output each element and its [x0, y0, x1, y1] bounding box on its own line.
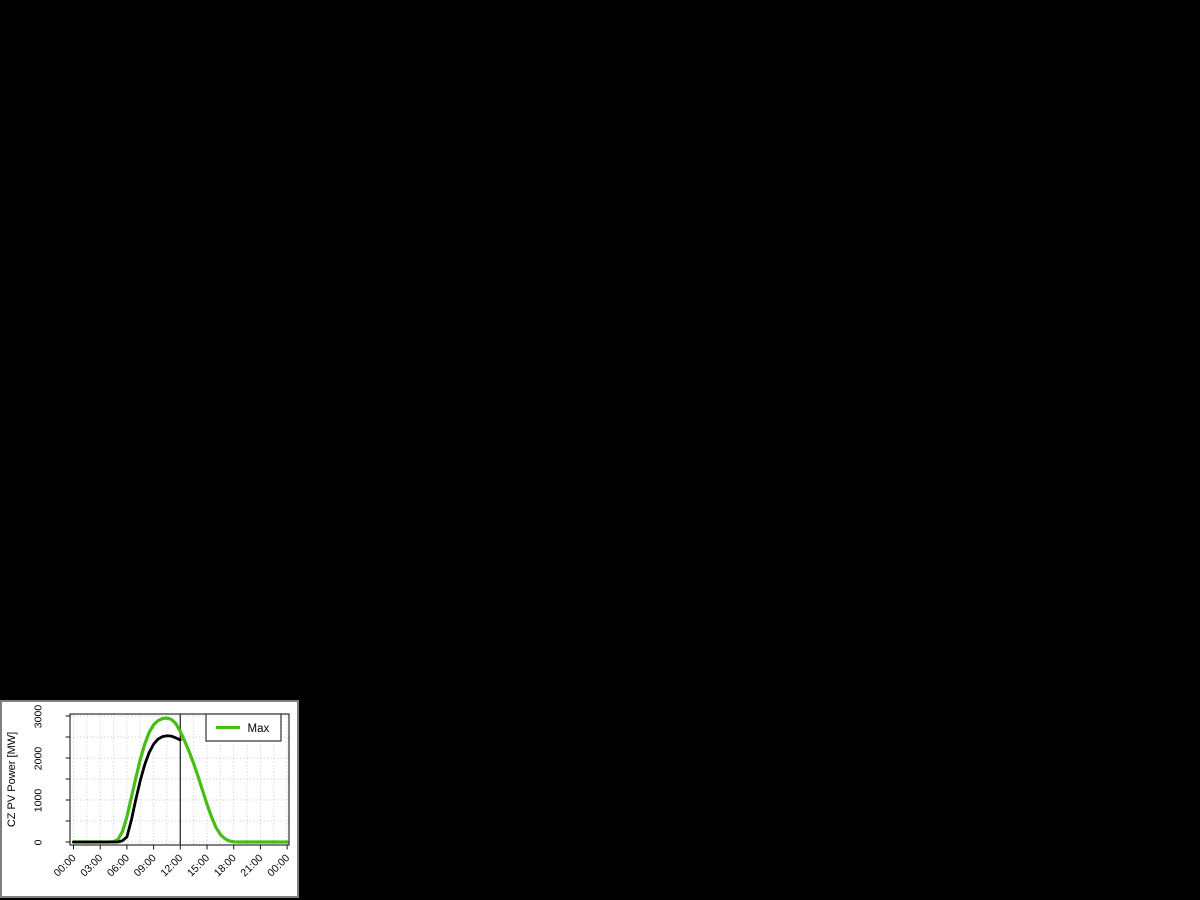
pv-chart-window: 00:00 03:00 06:00 09:00 12:00 15:00 18:00 21:00…	[0, 700, 299, 898]
x-axis-tick-label: 06:00	[105, 852, 132, 879]
x-axis-tick-label: 09:00	[132, 852, 159, 879]
x-axis-tick-label: 03:00	[78, 852, 105, 879]
legend-label: Max	[248, 723, 270, 735]
x-axis-tick-label: 15:00	[185, 852, 212, 879]
pv-power-chart: 00:00 03:00 06:00 09:00 12:00 15:00 18:00 21:00…	[6, 705, 292, 880]
x-axis-tick-label: 21:00	[238, 852, 265, 879]
x-axis-tick-label: 18:00	[212, 852, 239, 879]
y-axis-tick-label: 2000	[33, 747, 45, 771]
y-axis-tick-label: 1000	[33, 789, 45, 813]
y-axis-tick-label: 3000	[33, 705, 45, 729]
x-axis-tick-label: 00:00	[52, 852, 79, 879]
current-series-line	[72, 734, 182, 844]
y-axis-tick-label: 0	[33, 839, 45, 845]
x-axis-tick-label: 12:00	[158, 852, 185, 879]
y-axis-title: CZ PV Power [MW]	[6, 732, 18, 827]
x-axis-tick-label: 00:00	[265, 852, 292, 879]
